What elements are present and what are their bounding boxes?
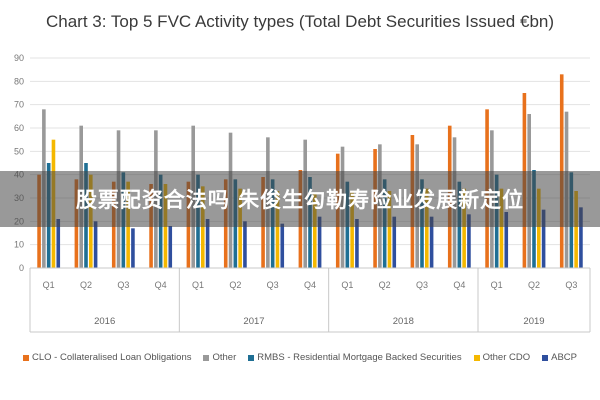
x-tick-label: Q2: [528, 280, 540, 290]
bar: [317, 216, 322, 268]
x-tick-label: Q3: [565, 280, 577, 290]
y-tick-label: 90: [14, 53, 24, 63]
bar: [574, 191, 578, 268]
bar: [313, 193, 317, 268]
chart-title: Chart 3: Top 5 FVC Activity types (Total…: [45, 12, 555, 31]
legend-label: Other CDO: [482, 352, 531, 363]
x-tick-label: Q2: [379, 280, 391, 290]
overlay-banner: 股票配资合法吗 朱俊生勾勒寿险业发展新定位: [0, 171, 600, 227]
bar: [168, 226, 173, 268]
bar: [131, 228, 135, 268]
bar: [201, 186, 205, 268]
overlay-text: 股票配资合法吗 朱俊生勾勒寿险业发展新定位: [75, 188, 525, 212]
legend-item: CLO - Collateralised Loan Obligations: [23, 352, 191, 363]
x-tick-label: Q3: [267, 280, 279, 290]
bar: [355, 219, 359, 268]
legend-label: ABCP: [551, 352, 577, 363]
x-tick-label: Q3: [117, 280, 129, 290]
y-tick-label: 10: [14, 240, 24, 250]
bar: [280, 223, 285, 268]
legend-swatch: [23, 354, 29, 361]
bar: [499, 188, 504, 268]
year-label: 2018: [393, 316, 414, 327]
bar: [462, 188, 466, 268]
bar: [504, 212, 509, 268]
x-tick-label: Q1: [341, 280, 353, 290]
bar: [93, 221, 98, 268]
x-tick-label: Q3: [416, 280, 428, 290]
bar: [429, 216, 434, 268]
legend-item: RMBS - Residential Mortgage Backed Secur…: [248, 352, 462, 363]
legend-swatch: [248, 354, 255, 361]
bar: [541, 209, 546, 268]
bar: [275, 191, 280, 268]
legend-item: Other: [203, 352, 236, 363]
legend-label: CLO - Collateralised Loan Obligations: [32, 352, 192, 363]
legend-item: Other CDO: [473, 352, 531, 363]
y-tick-label: 0: [19, 263, 24, 273]
bar: [579, 207, 583, 268]
chart-legend: CLO - Collateralised Loan Obligations Oth…: [0, 352, 600, 363]
x-tick-label: Q1: [192, 280, 204, 290]
bar: [238, 188, 242, 268]
bar: [467, 214, 471, 268]
bar: [56, 219, 61, 268]
x-tick-label: Q2: [80, 280, 92, 290]
bar: [537, 188, 541, 268]
year-label: 2016: [94, 316, 115, 327]
bar: [205, 219, 210, 268]
bar: [392, 216, 397, 268]
bar: [243, 221, 247, 268]
x-tick-label: Q4: [155, 280, 167, 290]
legend-label: Other: [212, 352, 237, 363]
year-label: 2017: [243, 316, 264, 327]
x-tick-label: Q1: [491, 280, 503, 290]
legend-label: RMBS - Residential Mortgage Backed Secur…: [257, 352, 462, 363]
y-tick-label: 50: [14, 146, 24, 156]
legend-swatch: [473, 354, 480, 361]
y-tick-label: 70: [14, 100, 24, 110]
year-label: 2019: [523, 316, 544, 327]
x-tick-label: Q4: [304, 280, 316, 290]
x-tick-label: Q4: [453, 280, 465, 290]
x-tick-label: Q2: [229, 280, 241, 290]
legend-item: ABCP: [542, 352, 577, 363]
bar: [350, 191, 354, 268]
bar: [387, 191, 392, 268]
y-tick-label: 80: [14, 76, 24, 86]
x-tick-label: Q1: [43, 280, 55, 290]
y-tick-label: 60: [14, 123, 24, 133]
bar: [425, 188, 429, 268]
legend-swatch: [203, 354, 210, 361]
legend-swatch: [542, 354, 549, 361]
